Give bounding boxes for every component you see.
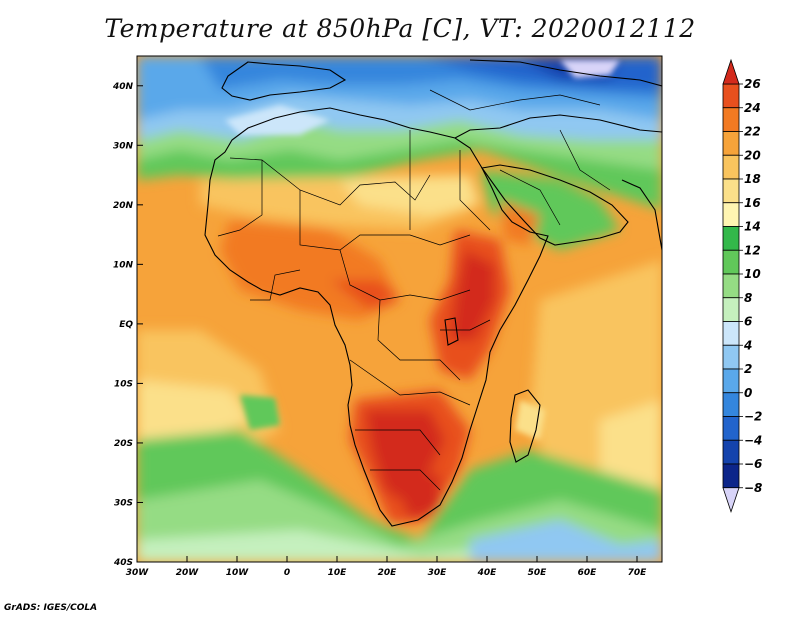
colorbar-label: 18 xyxy=(744,172,761,186)
lon-tick-label: 40E xyxy=(477,568,498,578)
lat-tick-label: EQ xyxy=(119,320,133,330)
colorbar-swatch xyxy=(722,249,740,275)
colorbar-label: 20 xyxy=(744,148,761,162)
colorbar-max-triangle xyxy=(722,58,740,85)
colorbar-swatch xyxy=(722,226,740,251)
lon-tick-label: 70E xyxy=(628,568,648,578)
colorbar-label: 2 xyxy=(744,362,752,376)
colorbar-swatch xyxy=(722,392,740,417)
colorbar-label: 4 xyxy=(743,338,752,352)
colorbar-label: 14 xyxy=(744,220,761,234)
colorbar-label: 6 xyxy=(744,315,752,329)
colorbar-label: −4 xyxy=(744,433,762,447)
colorbar-swatch xyxy=(722,321,740,346)
lon-tick-label: 0 xyxy=(284,568,290,578)
plot-frame xyxy=(136,55,663,563)
colorbar-swatch xyxy=(722,463,740,489)
colorbar-swatch xyxy=(722,344,740,370)
lon-tick-label: 10E xyxy=(328,568,348,578)
colorbar-swatch xyxy=(722,107,740,132)
colorbar-label: −8 xyxy=(744,481,762,495)
colorbar-swatch xyxy=(722,131,740,156)
colorbar-min-triangle xyxy=(722,487,740,514)
lon-tick-label: 60E xyxy=(578,568,598,578)
colorbar-label: 22 xyxy=(744,125,761,139)
colorbar-swatch xyxy=(722,154,740,180)
colorbar-label: 10 xyxy=(744,267,761,281)
coastlines xyxy=(204,59,662,527)
colorbar-swatch xyxy=(722,368,740,394)
colorbar-swatch xyxy=(722,297,740,322)
lon-tick-label: 20W xyxy=(176,568,200,578)
colorbar-swatch xyxy=(722,416,740,441)
colorbar-label: −6 xyxy=(744,457,762,471)
lat-tick-label: 20N xyxy=(113,201,134,211)
lat-tick-label: 40S xyxy=(113,558,133,568)
lon-tick-label: 20E xyxy=(378,568,398,578)
lat-tick-label: 20S xyxy=(114,439,133,449)
colorbar-label: 12 xyxy=(744,243,761,257)
colorbar-label: 26 xyxy=(744,77,761,91)
temperature-field xyxy=(137,56,662,562)
colorbar-label: 24 xyxy=(744,101,761,115)
colorbar-label: 16 xyxy=(744,196,761,210)
lat-tick-label: 10N xyxy=(113,260,134,270)
lat-tick-label: 30S xyxy=(114,498,133,508)
lon-tick-label: 30E xyxy=(428,568,448,578)
lon-tick-label: 10W xyxy=(226,568,250,578)
colorbar-swatch xyxy=(722,439,740,465)
colorbar-swatch xyxy=(722,83,740,109)
map-title: Temperature at 850hPa [C], VT: 202001211… xyxy=(104,14,696,43)
colorbar-swatch xyxy=(722,202,740,227)
colorbar-label: −2 xyxy=(744,410,762,424)
colorbar-label: 8 xyxy=(744,291,752,305)
colorbar-label: 0 xyxy=(744,386,752,400)
colorbar-swatch xyxy=(722,178,740,204)
footer-credit: GrADS: IGES/COLA xyxy=(4,603,98,613)
country-borders xyxy=(217,89,611,491)
lon-tick-label: 50E xyxy=(528,568,548,578)
lat-tick-label: 10S xyxy=(114,379,133,389)
lon-tick-label: 30W xyxy=(126,568,150,578)
colorbar-swatch xyxy=(722,273,740,299)
lat-tick-label: 40N xyxy=(112,82,134,92)
lat-tick-label: 30N xyxy=(113,141,134,151)
